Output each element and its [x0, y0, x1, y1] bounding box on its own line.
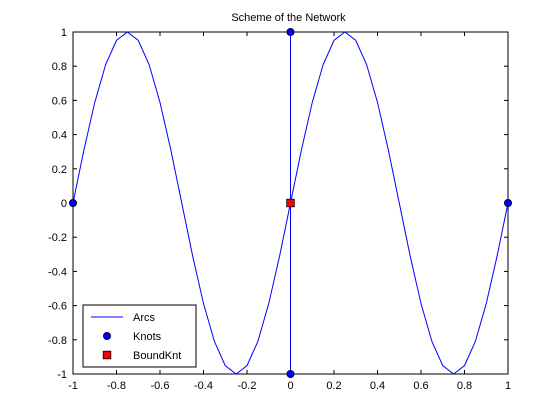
- x-tick-label: -0.6: [151, 380, 170, 392]
- x-tick-label: -0.8: [107, 380, 126, 392]
- legend-label: Knots: [133, 331, 162, 343]
- y-tick-label: -1: [57, 369, 67, 381]
- y-tick-label: 0.2: [52, 164, 67, 176]
- y-tick-label: 1: [61, 27, 67, 39]
- y-tick-label: -0.6: [48, 301, 67, 313]
- y-tick-label: -0.2: [48, 232, 67, 244]
- y-tick-label: -0.8: [48, 335, 67, 347]
- x-tick-label: -1: [68, 380, 78, 392]
- x-tick-label: 0.2: [326, 380, 341, 392]
- chart-title: Scheme of the Network: [231, 12, 346, 24]
- x-tick-label: 0.6: [413, 380, 428, 392]
- knot-marker: [503, 198, 512, 207]
- x-tick-label: -0.2: [238, 380, 257, 392]
- legend-label: Arcs: [133, 312, 156, 324]
- x-tick-label: 0.4: [370, 380, 385, 392]
- plot-area: -1 -0.8 -0.6 -0.4 -0.2 0 0.2 0.4 0.6 0.8 1 -1 -0.8 -0…: [48, 27, 512, 392]
- y-tick-label: 0.6: [52, 95, 67, 107]
- y-tick-label: 0.8: [52, 61, 67, 73]
- knot-marker: [69, 198, 78, 207]
- y-tick-label: -0.4: [48, 266, 67, 278]
- legend-label: BoundKnt: [133, 350, 181, 362]
- y-tick-label: 0.4: [52, 130, 67, 142]
- knot-marker: [286, 369, 295, 378]
- x-tick-label: -0.4: [194, 380, 213, 392]
- legend-swatch-knots: [103, 331, 112, 340]
- legend: Arcs Knots BoundKnt: [82, 304, 197, 368]
- y-tick-label: 0: [61, 198, 67, 210]
- x-tick-label: 0.8: [457, 380, 472, 392]
- x-tick-label: 0: [287, 380, 293, 392]
- knot-marker: [286, 27, 295, 36]
- legend-box: [82, 304, 197, 368]
- boundknt-marker: [286, 198, 295, 208]
- x-tick-label: 1: [505, 380, 511, 392]
- legend-swatch-boundknt: [102, 350, 112, 360]
